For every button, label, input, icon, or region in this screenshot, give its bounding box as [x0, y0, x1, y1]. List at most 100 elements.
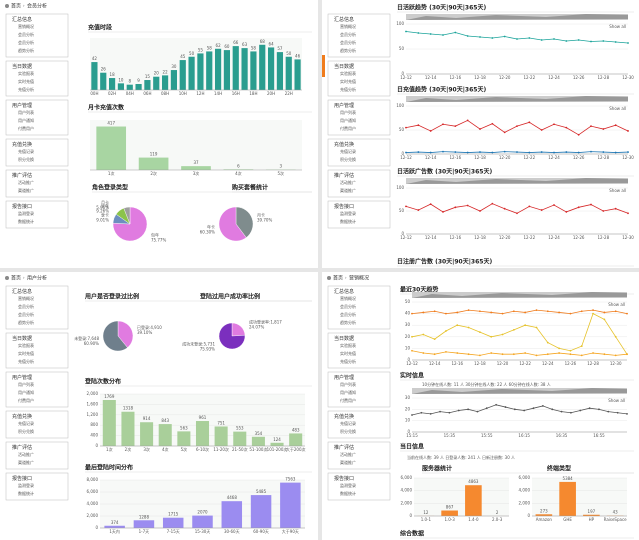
menu-item[interactable]: 付费用户 [18, 125, 34, 131]
menu-title[interactable]: 充值兑换 [12, 141, 32, 148]
menu-title[interactable]: 汇总信息 [334, 288, 354, 295]
breadcrumb[interactable]: 首页 [333, 275, 343, 282]
menu-title[interactable]: 报告接口 [12, 203, 32, 210]
menu-item[interactable]: 数据统计 [340, 490, 356, 496]
menu-item[interactable]: 充值分析 [18, 86, 34, 92]
menu-item[interactable]: 用户通知 [340, 117, 356, 123]
menu-item[interactable]: 充值记录 [18, 148, 34, 154]
menu-item[interactable]: 实验报表 [18, 70, 34, 76]
menu-item[interactable]: 监测登录 [18, 482, 34, 488]
menu-item[interactable]: 活动推广 [340, 179, 356, 185]
menu-item[interactable]: 渠道推广 [340, 187, 356, 193]
breadcrumb[interactable]: 首页 [11, 275, 21, 282]
menu-item[interactable]: 营销概况 [340, 295, 356, 301]
menu-title[interactable]: 推广评估 [334, 172, 354, 179]
menu-title[interactable]: 报告接口 [334, 475, 354, 482]
show-all-button[interactable]: Show all [609, 106, 626, 111]
menu-item[interactable]: 数据统计 [18, 218, 34, 224]
menu-title[interactable]: 推广评估 [334, 444, 354, 451]
menu-title[interactable]: 报告接口 [334, 203, 354, 210]
menu-item[interactable]: 会员分析 [340, 39, 356, 45]
menu-item[interactable]: 实验报表 [18, 342, 34, 348]
menu-item[interactable]: 充值分析 [18, 358, 34, 364]
menu-item[interactable]: 用户通知 [18, 389, 34, 395]
menu-item[interactable]: 会员分析 [340, 311, 356, 317]
menu-item[interactable]: 会员分析 [18, 39, 34, 45]
menu-title[interactable]: 当日数据 [12, 63, 32, 70]
menu-title[interactable]: 当日数据 [334, 335, 354, 342]
menu-item[interactable]: 用户列表 [340, 381, 356, 387]
menu-title[interactable]: 用户管理 [334, 374, 354, 381]
menu-item[interactable]: 监测登录 [340, 482, 356, 488]
menu-item[interactable]: 渠道推广 [18, 459, 34, 465]
menu-title[interactable]: 推广评估 [12, 172, 32, 179]
menu-item[interactable]: 充值记录 [340, 420, 356, 426]
menu-item[interactable]: 会员分析 [340, 303, 356, 309]
show-all-button[interactable]: Show all [608, 302, 625, 307]
menu-title[interactable]: 汇总信息 [334, 16, 354, 23]
menu-title[interactable]: 充值兑换 [12, 413, 32, 420]
x-tick-label: 15-30天 [195, 529, 211, 534]
menu-title[interactable]: 推广评估 [12, 444, 32, 451]
menu-title[interactable]: 汇总信息 [12, 288, 32, 295]
menu-item[interactable]: 活动推广 [18, 179, 34, 185]
menu-item[interactable]: 会员分析 [18, 31, 34, 37]
menu-title[interactable]: 充值兑换 [334, 413, 354, 420]
menu-item[interactable]: 用户列表 [18, 109, 34, 115]
menu-item[interactable]: 积分兑换 [18, 156, 34, 162]
menu-item[interactable]: 渠道推广 [340, 459, 356, 465]
menu-item[interactable]: 实时充值 [340, 78, 356, 84]
menu-title[interactable]: 当日数据 [334, 63, 354, 70]
menu-item[interactable]: 积分兑换 [18, 428, 34, 434]
menu-item[interactable]: 实时充值 [18, 350, 34, 356]
menu-item[interactable]: 会员分析 [18, 303, 34, 309]
show-all-button[interactable]: Show all [609, 188, 626, 193]
menu-item[interactable]: 积分兑换 [340, 156, 356, 162]
menu-item[interactable]: 付费用户 [340, 125, 356, 131]
show-all-button[interactable]: Show all [608, 398, 625, 403]
show-all-button[interactable]: Show all [609, 24, 626, 29]
menu-item[interactable]: 营销概况 [18, 23, 34, 29]
menu-item[interactable]: 充值记录 [18, 420, 34, 426]
menu-title[interactable]: 报告接口 [12, 475, 32, 482]
menu-item[interactable]: 渠道推广 [18, 187, 34, 193]
menu-item[interactable]: 充值分析 [340, 358, 356, 364]
menu-item[interactable]: 积分兑换 [340, 428, 356, 434]
menu-item[interactable]: 实时充值 [18, 78, 34, 84]
menu-item[interactable]: 用户通知 [18, 117, 34, 123]
menu-item[interactable]: 活动推广 [18, 451, 34, 457]
menu-item[interactable]: 会员分析 [340, 31, 356, 37]
menu-item[interactable]: 会员分析 [18, 311, 34, 317]
menu-title[interactable]: 用户管理 [12, 102, 32, 109]
menu-item[interactable]: 趋势分析 [18, 319, 34, 325]
breadcrumb[interactable]: 首页 [11, 3, 21, 10]
menu-item[interactable]: 监测登录 [18, 210, 34, 216]
breadcrumb[interactable]: 用户分析 [27, 275, 47, 282]
menu-title[interactable]: 汇总信息 [12, 16, 32, 23]
menu-item[interactable]: 充值记录 [340, 148, 356, 154]
menu-title[interactable]: 用户管理 [12, 374, 32, 381]
breadcrumb[interactable]: 营销概况 [349, 275, 369, 282]
menu-item[interactable]: 趋势分析 [18, 47, 34, 53]
menu-item[interactable]: 数据统计 [340, 218, 356, 224]
breadcrumb[interactable]: 会员分析 [27, 3, 47, 10]
menu-item[interactable]: 活动推广 [340, 451, 356, 457]
menu-item[interactable]: 监测登录 [340, 210, 356, 216]
menu-item[interactable]: 付费用户 [18, 397, 34, 403]
menu-item[interactable]: 用户列表 [340, 109, 356, 115]
menu-item[interactable]: 用户通知 [340, 389, 356, 395]
menu-item[interactable]: 实验报表 [340, 342, 356, 348]
menu-title[interactable]: 用户管理 [334, 102, 354, 109]
menu-item[interactable]: 数据统计 [18, 490, 34, 496]
menu-item[interactable]: 付费用户 [340, 397, 356, 403]
menu-item[interactable]: 实验报表 [340, 70, 356, 76]
menu-title[interactable]: 充值兑换 [334, 141, 354, 148]
menu-title[interactable]: 当日数据 [12, 335, 32, 342]
menu-item[interactable]: 趋势分析 [340, 319, 356, 325]
menu-item[interactable]: 用户列表 [18, 381, 34, 387]
menu-item[interactable]: 实时充值 [340, 350, 356, 356]
menu-item[interactable]: 趋势分析 [340, 47, 356, 53]
menu-item[interactable]: 充值分析 [340, 86, 356, 92]
menu-item[interactable]: 营销概况 [18, 295, 34, 301]
menu-item[interactable]: 营销概况 [340, 23, 356, 29]
